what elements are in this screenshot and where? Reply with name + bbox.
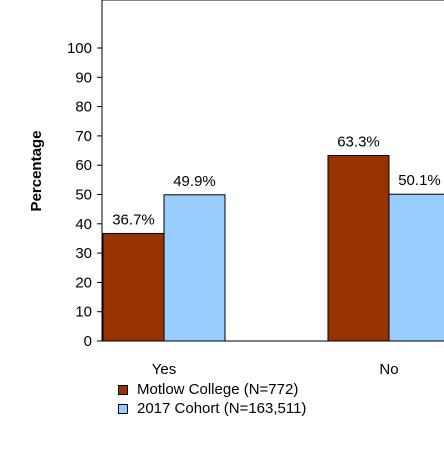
category-labels: Yes No	[152, 361, 399, 378]
legend-item-cohort: 2017 Cohort (N=163,511)	[118, 399, 306, 418]
bars	[102, 155, 444, 342]
plot-frame	[101, 0, 444, 342]
legend: Motlow College (N=772) 2017 Cohort (N=16…	[118, 380, 306, 418]
y-tick-label: 30	[75, 245, 92, 262]
legend-swatch-cohort	[118, 403, 128, 414]
data-label: 49.9%	[173, 173, 216, 190]
y-tick-label: 70	[75, 128, 92, 145]
legend-swatch-motlow	[118, 384, 128, 395]
category-label-yes: Yes	[152, 361, 176, 378]
bar-yes-0	[102, 232, 165, 342]
y-tick-label: 100	[67, 40, 92, 57]
legend-item-motlow: Motlow College (N=772)	[118, 380, 306, 399]
data-label: 50.1%	[398, 172, 441, 189]
y-tick-label: 40	[75, 216, 92, 233]
y-tick-label: 80	[75, 99, 92, 116]
y-tick-label: 0	[84, 333, 92, 350]
bar-no-0	[327, 155, 390, 342]
data-labels: 36.7% 49.9% 63.3% 50.1%	[112, 134, 441, 229]
y-tick-label: 10	[75, 304, 92, 321]
y-tick-label: 50	[75, 187, 92, 204]
y-tick-label: 60	[75, 157, 92, 174]
legend-label-motlow: Motlow College (N=772)	[137, 381, 299, 398]
bar-yes-1	[163, 194, 226, 342]
y-axis-title: Percentage	[28, 131, 45, 212]
y-tick-label: 20	[75, 274, 92, 291]
legend-label-cohort: 2017 Cohort (N=163,511)	[137, 400, 307, 417]
y-tick-label: 90	[75, 69, 92, 86]
data-label: 36.7%	[112, 211, 155, 228]
category-label-no: No	[379, 361, 398, 378]
bar-no-1	[388, 193, 444, 342]
data-label: 63.3%	[337, 134, 380, 151]
y-axis-ticks: 0 10 20 30 40 50 60 70 80 90 100	[67, 40, 102, 350]
